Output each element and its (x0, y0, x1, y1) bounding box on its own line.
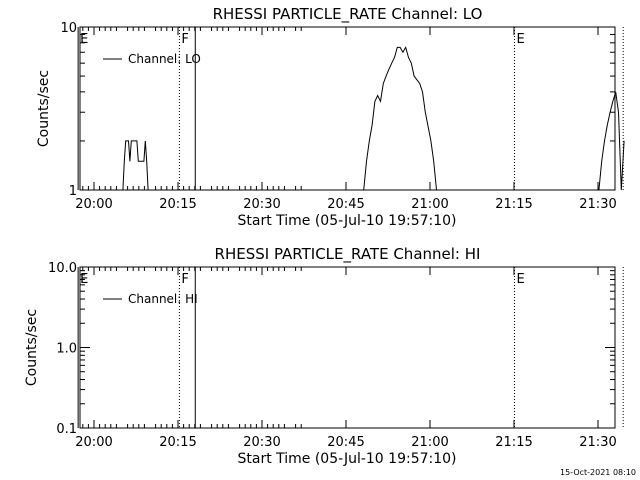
x-tick-label: 21:00 (411, 435, 448, 450)
x-tick-label: 20:00 (75, 197, 112, 212)
x-tick-label: 20:45 (327, 435, 364, 450)
x-tick-label: 20:00 (75, 435, 112, 450)
event-marker-label: E (80, 272, 88, 287)
y-axis-label: Counts/sec (36, 70, 52, 147)
panel-hi-channel: RHESSI PARTICLE_RATE Channel: HI Start T… (24, 245, 624, 467)
x-axis-label: Start Time (05-Jul-10 19:57:10) (237, 213, 456, 229)
y-axis-label: Counts/sec (24, 309, 40, 386)
y-tick-label: 1.0 (56, 342, 77, 357)
x-axis-label: Start Time (05-Jul-10 19:57:10) (237, 451, 456, 467)
event-marker-label: E (516, 32, 524, 47)
legend-label: Channel: LO (128, 52, 201, 66)
legend-label: Channel: HI (128, 292, 198, 306)
event-marker-label: E (80, 32, 88, 47)
y-tick-label: 10.0 (48, 261, 77, 276)
chart-title: RHESSI PARTICLE_RATE Channel: HI (215, 245, 481, 264)
footer-timestamp: 15-Oct-2021 08:10 (560, 468, 636, 477)
x-tick-label: 21:00 (411, 197, 448, 212)
x-tick-label: 20:30 (243, 435, 280, 450)
x-tick-label: 21:15 (495, 197, 532, 212)
x-tick-label: 20:45 (327, 197, 364, 212)
event-marker-label: F (181, 272, 188, 287)
y-tick-label: 1 (69, 184, 77, 199)
y-tick-label: 0.1 (56, 422, 77, 437)
event-marker-label: F (181, 32, 188, 47)
x-tick-label: 21:30 (579, 197, 616, 212)
x-tick-label: 20:30 (243, 197, 280, 212)
x-tick-label: 20:15 (159, 435, 196, 450)
panel-lo-channel: RHESSI PARTICLE_RATE Channel: LO Start T… (36, 5, 625, 229)
y-tick-label: 10 (60, 21, 77, 36)
series-line (122, 46, 625, 191)
chart-title: RHESSI PARTICLE_RATE Channel: LO (213, 5, 483, 24)
x-tick-label: 21:30 (579, 435, 616, 450)
event-marker-label: E (516, 272, 524, 287)
x-tick-label: 20:15 (159, 197, 196, 212)
x-tick-label: 21:15 (495, 435, 532, 450)
